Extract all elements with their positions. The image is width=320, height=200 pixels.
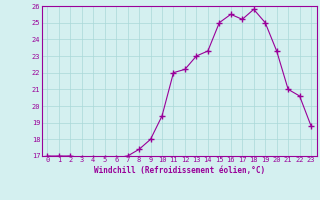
X-axis label: Windchill (Refroidissement éolien,°C): Windchill (Refroidissement éolien,°C) [94,166,265,175]
